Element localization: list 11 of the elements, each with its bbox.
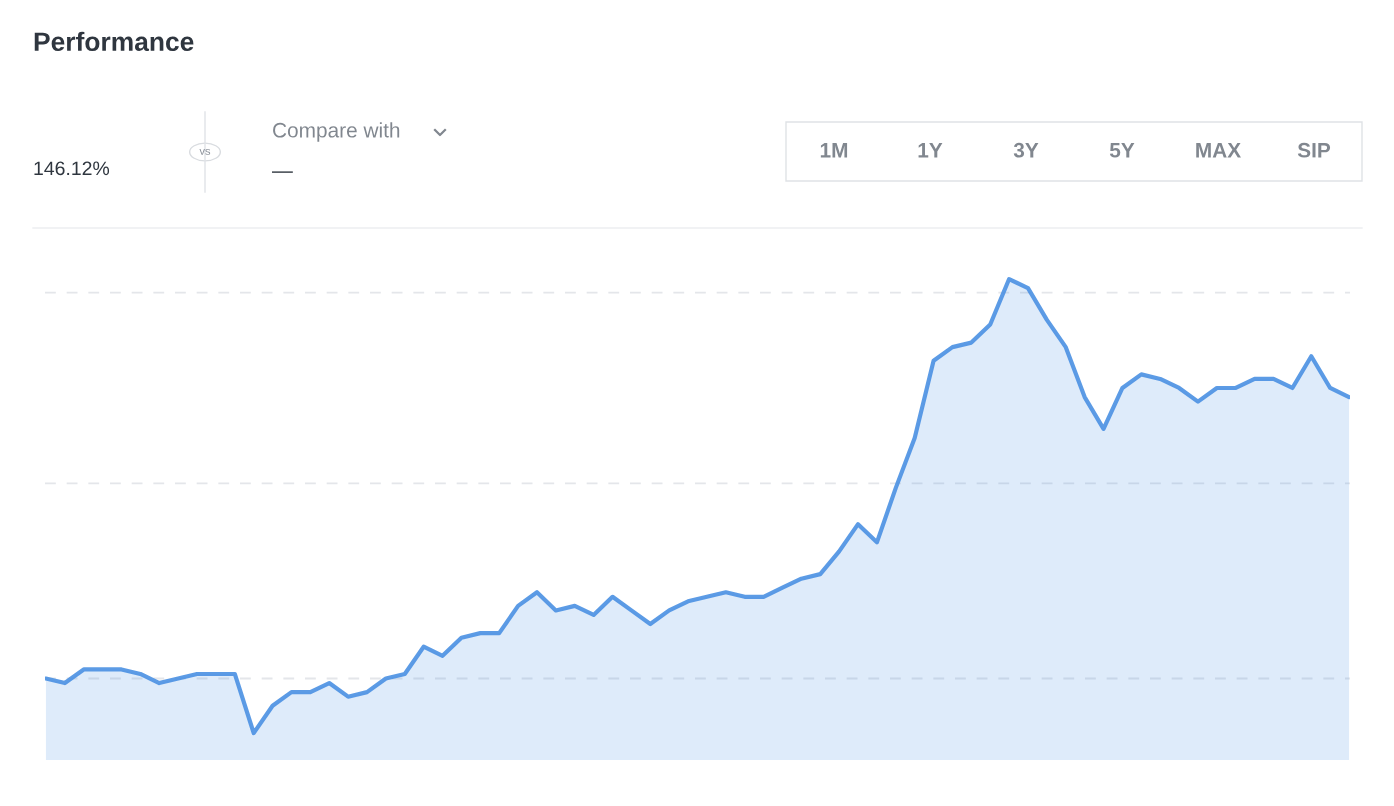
text: 1M	[820, 143, 848, 158]
text: 3Y	[1013, 142, 1039, 158]
text: MAX	[1196, 143, 1241, 158]
text: 1Y	[918, 143, 943, 158]
text: Compare with	[273, 122, 400, 142]
chart-title: Performance	[34, 31, 194, 52]
text: SIP	[1297, 142, 1331, 158]
text: 146.12%	[34, 161, 110, 176]
text: vs	[199, 148, 211, 155]
text: —	[272, 171, 293, 173]
text: 5Y	[1109, 143, 1135, 158]
